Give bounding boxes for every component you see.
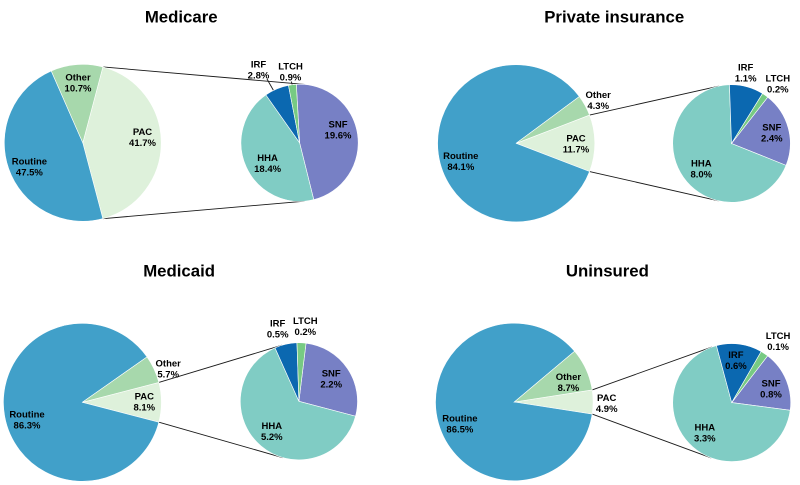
svg-text:86.3%: 86.3% [14, 420, 41, 431]
svg-text:3.3%: 3.3% [694, 434, 716, 445]
svg-text:10.7%: 10.7% [65, 84, 92, 95]
svg-text:Private insurance: Private insurance [544, 8, 684, 27]
svg-text:18.4%: 18.4% [254, 164, 281, 175]
svg-text:19.6%: 19.6% [325, 131, 352, 142]
svg-text:HHA: HHA [695, 423, 716, 434]
svg-text:8.0%: 8.0% [690, 170, 712, 181]
svg-text:0.2%: 0.2% [767, 84, 789, 95]
svg-text:2.8%: 2.8% [248, 70, 270, 81]
svg-text:0.2%: 0.2% [294, 327, 316, 338]
svg-text:11.7%: 11.7% [563, 145, 590, 156]
svg-text:84.1%: 84.1% [447, 162, 474, 173]
svg-text:8.1%: 8.1% [133, 403, 155, 414]
svg-text:86.5%: 86.5% [446, 425, 473, 436]
svg-text:4.3%: 4.3% [587, 101, 609, 112]
svg-text:Other: Other [156, 358, 182, 369]
svg-text:2.4%: 2.4% [761, 133, 783, 144]
svg-text:0.8%: 0.8% [760, 390, 782, 401]
svg-text:8.7%: 8.7% [558, 383, 580, 394]
svg-text:IRF: IRF [270, 319, 286, 330]
svg-text:IRF: IRF [738, 63, 754, 74]
svg-text:5.7%: 5.7% [157, 369, 179, 380]
svg-text:LTCH: LTCH [293, 316, 318, 327]
svg-text:SNF: SNF [322, 368, 341, 379]
svg-text:SNF: SNF [329, 120, 348, 131]
svg-text:LTCH: LTCH [278, 62, 303, 73]
svg-text:0.9%: 0.9% [280, 73, 302, 84]
svg-text:Routine: Routine [12, 156, 47, 167]
svg-text:41.7%: 41.7% [129, 138, 156, 149]
svg-text:Medicare: Medicare [145, 8, 218, 27]
svg-text:0.5%: 0.5% [267, 330, 289, 341]
svg-text:PAC: PAC [135, 392, 154, 403]
svg-text:Uninsured: Uninsured [566, 261, 649, 280]
svg-text:LTCH: LTCH [765, 73, 790, 84]
svg-text:HHA: HHA [257, 153, 278, 164]
svg-text:PAC: PAC [566, 134, 585, 145]
svg-text:Other: Other [556, 372, 582, 383]
svg-text:Routine: Routine [443, 151, 478, 162]
svg-text:HHA: HHA [262, 421, 283, 432]
svg-text:1.1%: 1.1% [735, 74, 757, 85]
svg-text:SNF: SNF [762, 122, 781, 133]
svg-text:PAC: PAC [133, 127, 152, 138]
svg-text:2.2%: 2.2% [320, 379, 342, 390]
svg-text:PAC: PAC [597, 393, 616, 404]
svg-text:Other: Other [65, 73, 91, 84]
svg-text:Routine: Routine [9, 409, 44, 420]
svg-text:0.1%: 0.1% [767, 342, 789, 353]
svg-text:Other: Other [586, 90, 612, 101]
svg-text:LTCH: LTCH [766, 331, 791, 342]
svg-text:5.2%: 5.2% [261, 432, 283, 443]
svg-text:4.9%: 4.9% [596, 404, 618, 415]
svg-text:0.6%: 0.6% [725, 361, 747, 372]
svg-text:IRF: IRF [251, 59, 267, 70]
svg-text:Medicaid: Medicaid [143, 261, 215, 280]
svg-text:HHA: HHA [691, 159, 712, 170]
svg-text:Routine: Routine [442, 414, 477, 425]
svg-text:IRF: IRF [728, 350, 744, 361]
svg-text:47.5%: 47.5% [16, 167, 43, 178]
svg-text:SNF: SNF [762, 379, 781, 390]
